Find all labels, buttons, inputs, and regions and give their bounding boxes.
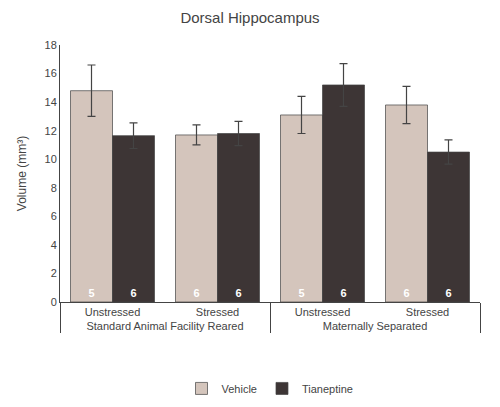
svg-text:16: 16 bbox=[45, 67, 57, 79]
svg-text:2: 2 bbox=[51, 267, 57, 279]
svg-text:10: 10 bbox=[45, 153, 57, 165]
svg-text:Stressed: Stressed bbox=[196, 306, 239, 318]
svg-text:0: 0 bbox=[51, 296, 57, 308]
svg-text:Unstressed: Unstressed bbox=[295, 306, 351, 318]
svg-text:6: 6 bbox=[403, 287, 409, 299]
svg-text:Tianeptine: Tianeptine bbox=[302, 383, 353, 395]
svg-text:5: 5 bbox=[298, 287, 304, 299]
svg-text:6: 6 bbox=[51, 210, 57, 222]
svg-text:6: 6 bbox=[130, 287, 136, 299]
svg-text:Unstressed: Unstressed bbox=[85, 306, 141, 318]
svg-text:6: 6 bbox=[193, 287, 199, 299]
svg-text:18: 18 bbox=[45, 39, 57, 51]
svg-text:5: 5 bbox=[88, 287, 94, 299]
svg-text:Standard Animal Facility Reare: Standard Animal Facility Reared bbox=[86, 320, 243, 332]
svg-text:12: 12 bbox=[45, 125, 57, 137]
svg-text:6: 6 bbox=[340, 287, 346, 299]
svg-text:4: 4 bbox=[51, 239, 57, 251]
svg-text:Stressed: Stressed bbox=[406, 306, 449, 318]
svg-text:Vehicle: Vehicle bbox=[222, 383, 257, 395]
svg-text:Dorsal Hippocampus: Dorsal Hippocampus bbox=[180, 9, 319, 26]
svg-text:Volume (mm³): Volume (mm³) bbox=[15, 136, 29, 211]
svg-text:6: 6 bbox=[445, 287, 451, 299]
svg-text:6: 6 bbox=[235, 287, 241, 299]
svg-text:14: 14 bbox=[45, 96, 57, 108]
svg-text:8: 8 bbox=[51, 182, 57, 194]
svg-text:Maternally Separated: Maternally Separated bbox=[323, 320, 428, 332]
